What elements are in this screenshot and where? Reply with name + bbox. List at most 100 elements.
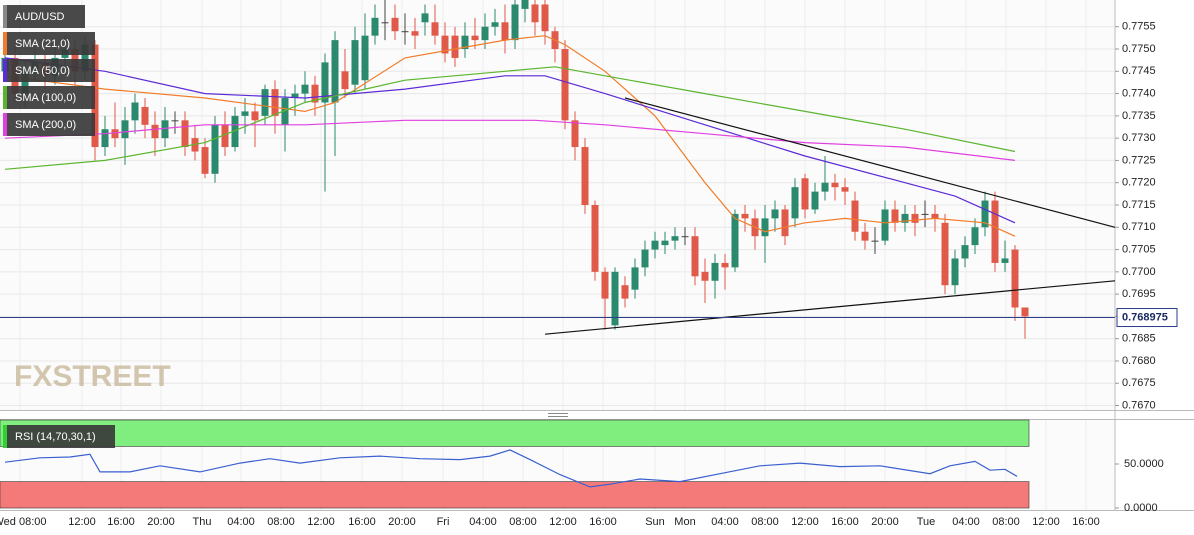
watermark: FXSTREET — [14, 360, 171, 393]
candle-body — [641, 249, 649, 268]
candle-body — [541, 4, 549, 32]
x-tick-label: 16:00 — [831, 516, 859, 528]
candle-body — [131, 102, 139, 121]
x-tick-label: Fri — [437, 516, 450, 528]
candle-body — [911, 213, 919, 223]
overlay: 0.768975 AUD/USD SMA (21,0) SMA (50,0) SMA (… — [0, 5, 1178, 448]
candle-body — [271, 89, 279, 116]
y-tick-label: 0.7705 — [1122, 243, 1156, 255]
candle-body — [931, 213, 939, 219]
candle-body — [851, 200, 859, 232]
legend-swatch — [3, 59, 7, 82]
y-tick-label: 0.7730 — [1122, 132, 1156, 144]
candle-body — [511, 4, 519, 41]
candle-body — [281, 98, 289, 125]
candle-body — [21, 71, 29, 94]
x-tick-label: 04:00 — [711, 516, 739, 528]
y-tick-label: 0.7720 — [1122, 177, 1156, 189]
candle-body — [571, 120, 579, 148]
legend-swatch — [3, 32, 7, 55]
x-tick-label: 04:00 — [227, 516, 255, 528]
x-tick-label: 12:00 — [307, 516, 335, 528]
candle-body — [221, 124, 229, 148]
candle-body — [1011, 249, 1019, 308]
candle-body — [141, 106, 149, 125]
y-tick-label: 0.7745 — [1122, 65, 1156, 77]
last-price-box — [1116, 308, 1178, 328]
candle-body — [201, 147, 209, 174]
x-tick-label: 12:00 — [1032, 516, 1060, 528]
x-tick-label: Mon — [674, 516, 695, 528]
candle-body — [621, 285, 629, 299]
candle-body — [881, 209, 889, 241]
legend-text: AUD/USD — [15, 11, 65, 23]
legend-text: SMA (200,0) — [15, 119, 76, 131]
x-tick-label: 16:00 — [1072, 516, 1100, 528]
candle-body — [491, 22, 499, 27]
x-tick-label: 16:00 — [589, 516, 617, 528]
x-tick-label: Thu — [193, 516, 212, 528]
y-tick-label: 0.7675 — [1122, 377, 1156, 389]
y-tick-label: 0.7715 — [1122, 199, 1156, 211]
candle-body — [1021, 307, 1029, 317]
candle-body — [871, 240, 879, 242]
candle-body — [161, 120, 169, 139]
candle-body — [901, 213, 909, 223]
candle-body — [691, 236, 699, 277]
candle-body — [431, 22, 439, 36]
y-tick-label: 0.7710 — [1122, 221, 1156, 233]
candle-body — [501, 22, 509, 41]
candle-body — [531, 4, 539, 23]
rsi-tick-label: 0.0000 — [1124, 502, 1158, 514]
y-tick-label: 0.7725 — [1122, 154, 1156, 166]
candle-body — [601, 271, 609, 299]
candle-body — [81, 44, 89, 72]
rsi-tick-label: 50.0000 — [1124, 458, 1164, 470]
rsi-legend-swatch — [3, 425, 7, 448]
last-price-label: 0.768975 — [1122, 311, 1168, 323]
candle-body — [671, 236, 679, 241]
legend-box — [3, 32, 95, 55]
candle-body — [711, 262, 719, 281]
candle-body — [741, 213, 749, 219]
candle-body — [731, 213, 739, 268]
candle-body — [701, 271, 709, 281]
legend-box — [3, 5, 85, 28]
x-tick-label: Sun — [645, 516, 665, 528]
candle-body — [951, 258, 959, 286]
candle-body — [921, 213, 929, 215]
x-tick-label: 08:00 — [267, 516, 295, 528]
candle-body — [171, 120, 179, 122]
x-tick-label: 08:00 — [751, 516, 779, 528]
y-tick-label: 0.7670 — [1122, 399, 1156, 411]
candle-body — [771, 209, 779, 219]
legend-box — [3, 113, 95, 136]
x-tick-label: 16:00 — [348, 516, 376, 528]
candle-body — [311, 84, 319, 103]
candle-body — [861, 231, 869, 241]
sma-line — [4, 119, 1016, 161]
rsi-legend-text: RSI (14,70,30,1) — [15, 431, 96, 443]
candle-body — [451, 35, 459, 58]
legend-box — [3, 86, 95, 109]
candle-body — [291, 93, 299, 99]
x-tick-label: 20:00 — [871, 516, 899, 528]
candle-body — [251, 111, 259, 121]
grid: 0.76700.76750.76800.76850.76900.76950.77… — [0, 0, 1164, 528]
candle-body — [241, 111, 249, 116]
legend-swatch — [3, 5, 7, 28]
candle-body — [401, 31, 409, 33]
sma-line — [4, 35, 1016, 237]
candle-body — [841, 187, 849, 192]
candle-body — [831, 182, 839, 188]
candle-body — [961, 245, 969, 259]
x-tick-label: 20:00 — [388, 516, 416, 528]
legend-swatch — [3, 113, 7, 136]
candle-body — [461, 35, 469, 50]
candle-body — [351, 40, 359, 85]
legend-box — [3, 59, 95, 82]
oversold-band — [0, 481, 1030, 509]
x-tick-label: 12:00 — [68, 516, 96, 528]
x-tick-label: 20:00 — [147, 516, 175, 528]
